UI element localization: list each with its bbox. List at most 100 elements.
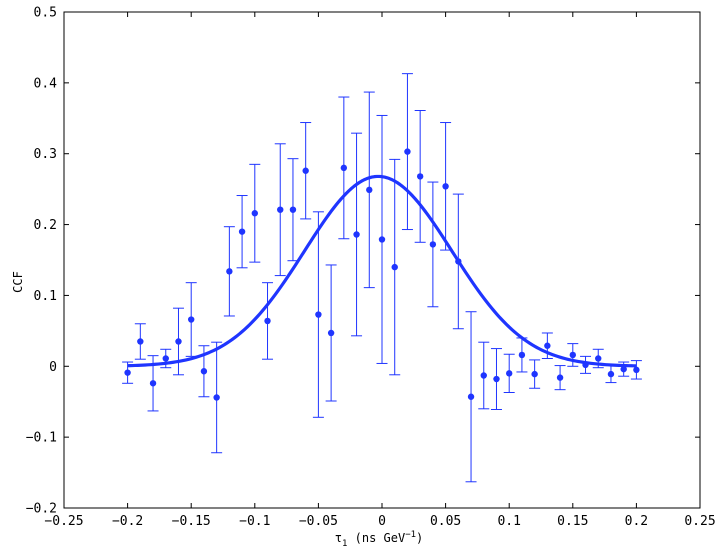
- data-point-group: [249, 163, 261, 263]
- data-point: [226, 268, 233, 275]
- data-point-group: [440, 122, 452, 251]
- data-point-group: [287, 158, 299, 262]
- data-point-group: [592, 348, 604, 369]
- data-point-group: [452, 193, 464, 330]
- data-point-group: [172, 307, 184, 376]
- data-point-group: [503, 353, 515, 394]
- data-point-group: [567, 343, 579, 367]
- data-point-group: [580, 355, 592, 374]
- data-point-group: [351, 132, 363, 337]
- data-point: [238, 228, 246, 235]
- data-point: [327, 329, 335, 337]
- data-point: [188, 316, 195, 323]
- data-point-group: [223, 226, 235, 317]
- data-point: [391, 263, 398, 271]
- x-axis-label-symbol: τ: [335, 531, 342, 545]
- y-tick-label: 0.2: [34, 218, 57, 233]
- data-point: [480, 372, 487, 379]
- data-point: [200, 368, 208, 375]
- y-tick-label: 0: [49, 360, 57, 375]
- data-point: [378, 236, 386, 243]
- data-point-group: [465, 311, 477, 483]
- data-point-group: [312, 211, 324, 418]
- x-axis-label-unit: (ns GeV: [347, 531, 405, 545]
- x-tick-label: −0.15: [172, 514, 211, 529]
- x-axis-label-superscript: −1: [405, 530, 416, 540]
- data-point-group: [529, 359, 541, 389]
- data-point: [416, 173, 424, 180]
- data-point-group: [389, 158, 401, 376]
- data-point: [569, 351, 576, 359]
- data-point-group: [401, 73, 413, 231]
- data-point: [353, 231, 360, 238]
- data-point: [289, 206, 297, 213]
- data-point: [633, 366, 640, 374]
- x-tick-label: 0.2: [625, 514, 648, 529]
- x-tick-label: 0: [378, 514, 386, 529]
- data-point: [277, 206, 284, 213]
- x-tick-label: −0.1: [239, 514, 270, 529]
- x-axis-label-subscript: 1: [342, 539, 347, 549]
- x-axis-label-close: ): [416, 531, 423, 545]
- data-point-group: [134, 323, 146, 360]
- data-point: [620, 365, 627, 373]
- data-point-group: [630, 360, 642, 380]
- data-point-group: [274, 143, 286, 277]
- data-point-group: [554, 365, 566, 391]
- x-tick-label: 0.25: [684, 514, 715, 529]
- x-tick-label: 0.05: [430, 514, 461, 529]
- x-tick-label: −0.2: [112, 514, 143, 529]
- data-point: [595, 355, 602, 362]
- data-point: [302, 167, 309, 174]
- data-point-group: [325, 264, 337, 402]
- data-point: [442, 183, 449, 190]
- data-point: [137, 338, 144, 345]
- y-tick-label: 0.4: [34, 76, 58, 91]
- data-point-group: [490, 348, 502, 411]
- data-point-group: [363, 91, 375, 289]
- y-tick-label: 0.1: [34, 289, 57, 304]
- data-point-group: [338, 96, 350, 240]
- data-point-group: [122, 361, 134, 384]
- axes: −0.25 −0.2 −0.15 −0.1 −0.05 0 0.05 0.1 0.15 0.2 0.…: [26, 6, 716, 530]
- y-axis-label: CCF: [11, 271, 25, 293]
- data-point-group: [262, 282, 274, 360]
- data-point: [531, 370, 538, 378]
- data-point: [429, 241, 437, 248]
- data-point: [251, 210, 258, 217]
- data-point: [556, 374, 564, 381]
- x-axis-label: τ1 (ns GeV−1): [335, 530, 424, 549]
- data-point: [607, 370, 615, 378]
- data-point-group: [160, 348, 172, 369]
- data-point-group: [198, 345, 210, 398]
- data-point-group: [147, 355, 159, 412]
- data-point: [340, 164, 348, 172]
- data-point: [124, 369, 131, 376]
- data-point: [175, 338, 182, 345]
- data-point-group: [236, 195, 248, 269]
- y-tick-label: −0.1: [26, 431, 57, 446]
- data-point-group: [211, 341, 223, 454]
- data-point-group: [516, 337, 528, 373]
- data-point: [582, 361, 589, 369]
- data-point: [213, 394, 220, 401]
- data-point-group: [478, 341, 490, 410]
- y-tick-label: −0.2: [26, 502, 57, 517]
- data-point: [506, 370, 513, 377]
- y-tick-label: 0.3: [34, 147, 57, 162]
- data-point: [467, 393, 475, 400]
- y-tick-label: 0.5: [34, 6, 57, 21]
- x-tick-label: 0.1: [497, 514, 520, 529]
- data-point: [493, 375, 500, 383]
- data-point-group: [427, 181, 439, 308]
- plot-area: [122, 73, 642, 483]
- data-point: [404, 148, 411, 155]
- data-point-group: [414, 109, 426, 243]
- x-tick-label: −0.05: [299, 514, 338, 529]
- data-point: [366, 186, 373, 194]
- data-point: [315, 311, 322, 318]
- data-point: [544, 342, 551, 349]
- data-point-group: [376, 114, 388, 364]
- data-point-group: [300, 122, 312, 220]
